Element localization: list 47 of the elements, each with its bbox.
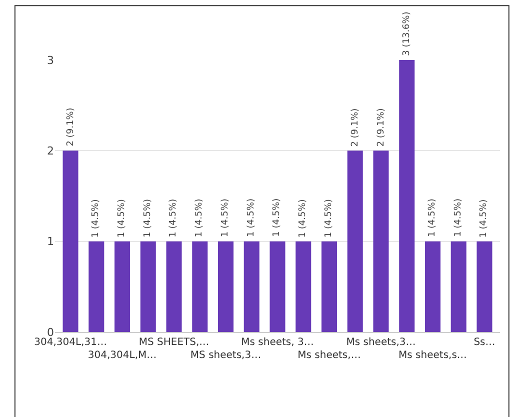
- bar: [192, 241, 208, 332]
- data-label: 1 (4.5%): [324, 199, 334, 238]
- x-tick-label: Ms sheets,…: [298, 350, 361, 361]
- bar: [424, 241, 440, 332]
- bar: [140, 241, 156, 332]
- y-tick-label: 1: [47, 235, 54, 248]
- y-tick-label: 3: [47, 54, 54, 67]
- bar: [270, 241, 286, 332]
- data-label: 1 (4.5%): [298, 199, 308, 238]
- x-tick-label: Ms sheets,s…: [398, 350, 467, 361]
- x-tick-label: 304,304L,31…: [34, 337, 107, 348]
- data-label: 1 (4.5%): [168, 198, 179, 238]
- bar: [114, 241, 130, 332]
- data-label: 1 (4.5%): [142, 198, 153, 238]
- y-tick-label: 0: [47, 326, 54, 339]
- data-label: 1 (4.5%): [194, 198, 205, 238]
- x-tick-label: Ss…: [474, 337, 496, 348]
- bar: [88, 241, 104, 332]
- x-tick-label: Ms sheets, 3…: [241, 337, 314, 348]
- data-label: 1 (4.5%): [116, 199, 127, 238]
- data-label: 2 (9.1%): [66, 108, 76, 146]
- bar: [321, 241, 338, 332]
- x-tick-label: MS SHEETS,…: [138, 337, 210, 348]
- x-tick-label: Ms sheets,3…: [346, 337, 416, 348]
- data-label: 1 (4.5%): [272, 198, 282, 237]
- y-tick-label: 2: [47, 144, 54, 158]
- x-tick-label: MS sheets,3…: [190, 350, 262, 361]
- data-label: 1 (4.5%): [220, 198, 230, 238]
- data-label: 3 (13.6%): [402, 12, 412, 56]
- data-label: 1 (4.5%): [91, 199, 102, 238]
- bar: [244, 241, 260, 332]
- data-label: 1 (4.5%): [453, 198, 464, 237]
- bar: [166, 241, 182, 332]
- data-label: 1 (4.5%): [479, 199, 490, 238]
- bar: [347, 150, 363, 332]
- data-label: 1 (4.5%): [427, 198, 438, 238]
- bar: [399, 60, 415, 332]
- bar: [218, 241, 234, 332]
- data-label: 1 (4.5%): [246, 198, 256, 237]
- bar: [476, 241, 492, 332]
- x-tick-label: 304,304L,M…: [88, 350, 157, 361]
- data-label: 2 (9.1%): [350, 108, 360, 147]
- bar: [373, 150, 389, 332]
- bar: [450, 241, 466, 332]
- bar: [296, 241, 312, 332]
- data-label: 2 (9.1%): [376, 108, 386, 147]
- bar: [62, 150, 78, 332]
